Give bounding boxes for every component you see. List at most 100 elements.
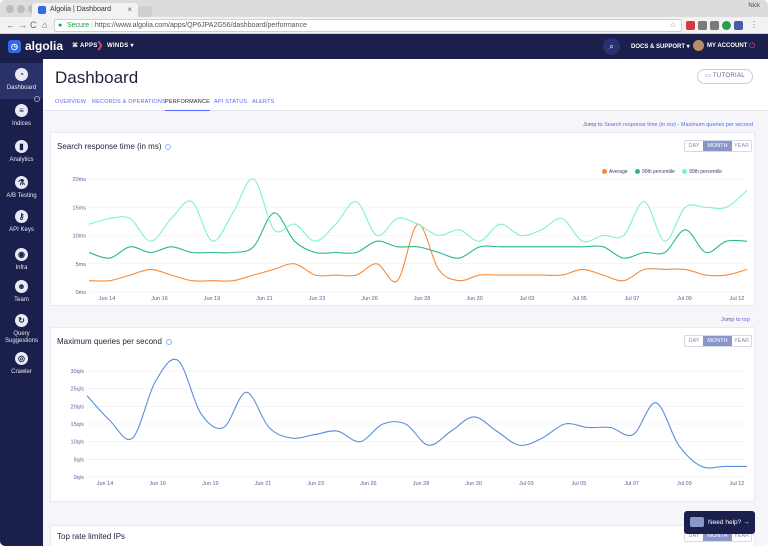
browser-tab[interactable]: Algolia | Dashboard × [32, 3, 138, 17]
tab-overview[interactable]: OVERVIEW [55, 99, 87, 105]
team-icon: ☻ [15, 280, 28, 293]
sidebar-item-query-suggestions[interactable]: ↻ Query Suggestions [0, 309, 43, 345]
jump-qps-link[interactable]: Maximum queries per second [680, 122, 754, 128]
tab-api-status[interactable]: API STATUS [214, 99, 248, 105]
sidebar-item-infra[interactable]: ◉ Infra [0, 243, 43, 279]
need-help-button[interactable]: Need help? → [684, 511, 755, 534]
response-time-card: Search response time (in ms) DAY MONTH Y… [50, 132, 755, 306]
y-tick-label: 0q/s [74, 475, 85, 481]
range-selector: DAY MONTH YEAR [684, 335, 752, 347]
browser-user-name[interactable]: Nick [748, 3, 760, 9]
range-year-button[interactable]: YEAR [734, 533, 749, 539]
x-tick-label: Jun 30 [465, 481, 482, 487]
query-suggestions-icon: ↻ [15, 314, 28, 327]
qps-chart: 30q/s 25q/s 20q/s 15q/s 10q/s 5q/s 0q/s Jun 14 J… [71, 358, 747, 487]
tab-records-operations[interactable]: RECORDS & OPERATIONS [92, 99, 166, 105]
info-icon[interactable] [165, 143, 172, 150]
logout-icon[interactable]: ⏻ [749, 41, 756, 50]
logo-text: algolia [25, 39, 64, 53]
back-icon[interactable]: ← [6, 20, 15, 30]
tab-alerts[interactable]: ALERTS [252, 99, 275, 105]
extension-icon[interactable] [698, 21, 707, 30]
browser-tab-bar: Algolia | Dashboard × Nick [0, 0, 768, 17]
range-day-button[interactable]: DAY [688, 533, 700, 539]
x-tick-label: Jun 23 [309, 296, 326, 302]
range-selector: DAY MONTH YEAR [684, 140, 752, 152]
x-tick-label: Jun 26 [360, 481, 377, 487]
app-selector[interactable]: WINDS ▾ [107, 43, 134, 49]
sidebar-item-label: Team [14, 297, 29, 303]
bookmark-star-icon[interactable]: ☆ [669, 22, 676, 29]
sidebar-item-api-keys[interactable]: ⚷ API Keys [0, 205, 43, 241]
qps-title: Maximum queries per second [57, 337, 172, 346]
y-tick-label: 5ms [76, 262, 87, 268]
y-tick-label: 20q/s [71, 404, 85, 410]
range-month-button[interactable]: MONTH [703, 141, 732, 151]
url-input[interactable]: ● Secure | https://www.algolia.com/apps/… [54, 19, 682, 32]
jump-top-link[interactable]: top [742, 317, 750, 323]
new-tab-button[interactable] [138, 6, 152, 17]
algolia-logo[interactable]: ◷ algolia [8, 40, 63, 53]
jump-label: Jump to [583, 122, 603, 128]
range-day-button[interactable]: DAY [688, 338, 700, 344]
chat-icon [690, 517, 704, 527]
sidebar-item-a-b-testing[interactable]: ⚗ A/B Testing [0, 171, 43, 207]
jump-to-top: Jump to top [721, 317, 750, 323]
sidebar-item-indices[interactable]: ≡ Indices [0, 99, 43, 135]
qps-card: Maximum queries per second DAY MONTH YEA… [50, 327, 755, 502]
key-icon: ⚷ [15, 210, 28, 223]
browser-tab-title: Algolia | Dashboard [50, 6, 111, 13]
url-text: https://www.algolia.com/apps/QP6JPA2G56/… [94, 22, 307, 29]
page-header: Dashboard ▭ TUTORIAL OVERVIEW RECORDS & … [43, 59, 768, 111]
docs-support-menu[interactable]: DOCS & SUPPORT ▾ [631, 44, 690, 50]
sidebar-item-dashboard[interactable]: ◔ Dashboard [0, 63, 43, 99]
extension-icon[interactable] [686, 21, 695, 30]
tutorial-button[interactable]: ▭ TUTORIAL [697, 69, 753, 84]
apps-breadcrumb[interactable]: ⌘ APPS [72, 43, 98, 49]
sidebar-item-label: Dashboard [6, 85, 37, 91]
y-tick-label: 20ms [73, 177, 87, 183]
crawler-icon: ◎ [15, 352, 28, 365]
x-tick-label: Jun 21 [255, 481, 272, 487]
x-tick-label: Jun 14 [97, 481, 114, 487]
jump-response-time-link[interactable]: Search response time (in ms) [604, 122, 676, 128]
qps-title-text: Maximum queries per second [57, 337, 162, 346]
range-day-button[interactable]: DAY [688, 143, 700, 149]
app-top-bar: ◷ algolia ⌘ APPS ❯ WINDS ▾ ⌕ DOCS & SUPP… [0, 34, 768, 59]
x-tick-label: Jul 03 [520, 296, 535, 302]
extension-icon[interactable] [722, 21, 731, 30]
indices-badge-icon [34, 96, 40, 102]
legend-p99: 99th percentile [689, 169, 722, 175]
range-year-button[interactable]: YEAR [734, 143, 749, 149]
tab-performance[interactable]: PERFORMANCE [165, 99, 210, 111]
dashboard-icon: ◔ [15, 68, 28, 81]
sidebar-item-label: Query Suggestions [4, 331, 39, 344]
extension-icon[interactable] [734, 21, 743, 30]
legend-p90-swatch [634, 169, 640, 175]
extension-icon[interactable] [710, 21, 719, 30]
info-icon[interactable] [165, 338, 172, 345]
sidebar-item-team[interactable]: ☻ Team [0, 275, 43, 311]
close-window-button[interactable] [6, 5, 14, 13]
breadcrumb-chevron-icon: ❯ [96, 40, 104, 50]
menu-icon[interactable]: ⋮ [750, 20, 758, 29]
algolia-favicon-icon [38, 6, 46, 14]
x-tick-label: Jul 09 [677, 481, 692, 487]
need-help-label: Need help? [708, 519, 742, 526]
avatar[interactable] [693, 40, 704, 51]
forward-icon[interactable]: → [18, 20, 27, 30]
range-month-button[interactable]: MONTH [703, 531, 732, 541]
range-month-button[interactable]: MONTH [703, 336, 732, 346]
sidebar-item-crawler[interactable]: ◎ Crawler [0, 347, 43, 383]
home-icon[interactable]: ⌂ [42, 20, 48, 30]
tutorial-label: TUTORIAL [712, 73, 745, 79]
page-title: Dashboard [55, 68, 139, 87]
search-icon[interactable]: ⌕ [603, 38, 620, 55]
my-account-link[interactable]: MY ACCOUNT [707, 43, 748, 49]
reload-icon[interactable]: C [30, 20, 37, 30]
minimize-window-button[interactable] [17, 5, 25, 13]
close-tab-icon[interactable]: × [127, 5, 132, 14]
sidebar-item-analytics[interactable]: ▮ Analytics [0, 135, 43, 171]
range-year-button[interactable]: YEAR [734, 338, 749, 344]
legend-p99-swatch [682, 169, 688, 175]
